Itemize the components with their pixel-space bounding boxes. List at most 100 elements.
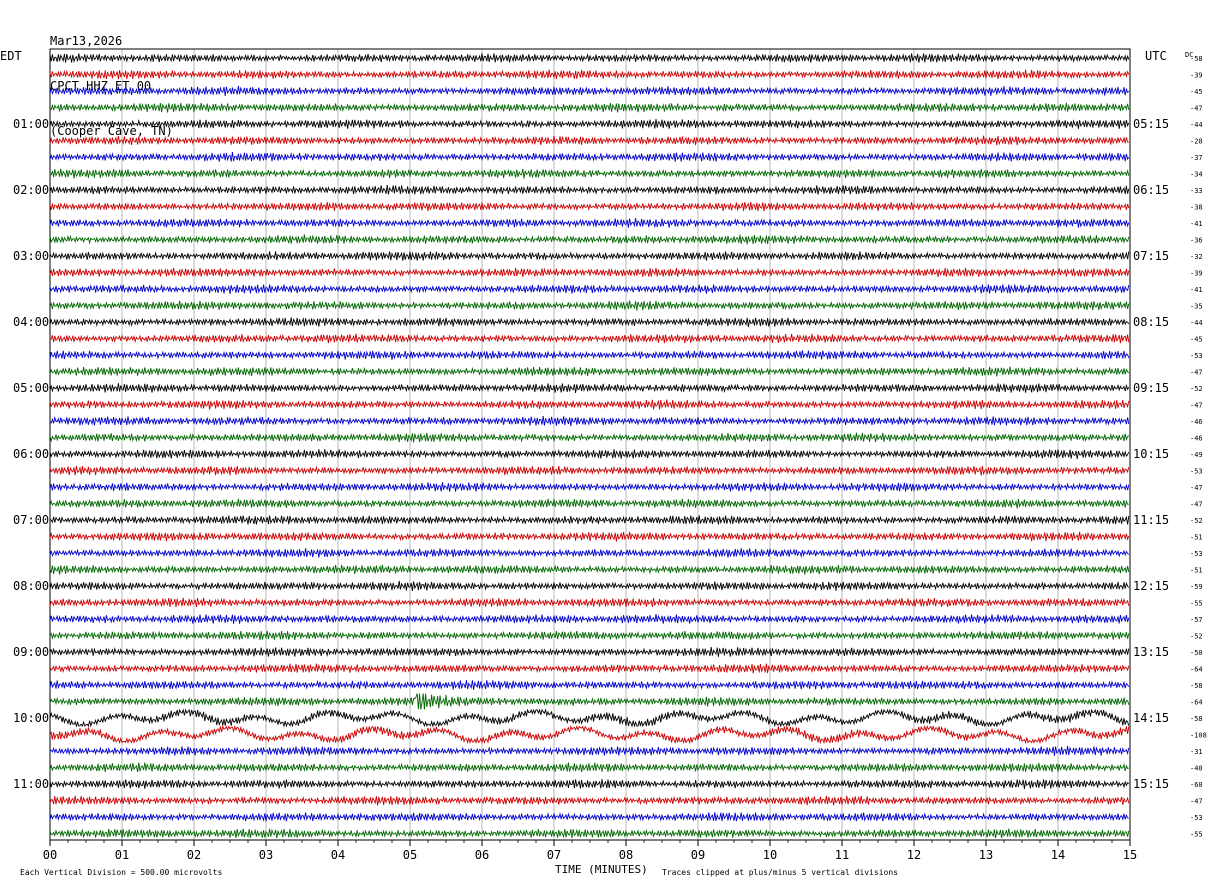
dc-offset-value: -34 [1190,171,1203,179]
right-hour-label: 14:15 [1133,711,1169,725]
seismic-trace [49,564,1130,575]
dc-offset-value: -58 [1190,682,1203,690]
left-hour-label: 11:00 [13,777,49,791]
seismic-trace [49,795,1130,806]
seismic-trace [49,69,1130,80]
seismic-trace [49,614,1130,624]
right-hour-label: 11:15 [1133,513,1169,527]
x-tick-label: 05 [403,848,417,862]
seismic-trace [49,724,1130,745]
seismic-trace [49,465,1130,476]
dc-offset-value: -45 [1190,336,1203,344]
seismic-trace [49,663,1130,674]
left-hour-label: 10:00 [13,711,49,725]
seismic-trace [49,399,1130,410]
x-tick-label: 00 [43,848,57,862]
seismic-trace [49,350,1130,360]
x-tick-label: 04 [331,848,345,862]
dc-offset-value: -53 [1190,814,1203,822]
x-tick-label: 10 [763,848,777,862]
x-tick-label: 13 [979,848,993,862]
dc-offset-value: -41 [1190,220,1203,228]
dc-offset-value: -52 [1190,385,1203,393]
dc-offset-value: -60 [1190,781,1203,789]
dc-offset-value: -46 [1190,435,1203,443]
seismic-trace [49,317,1130,328]
dc-offset-value: -64 [1190,666,1203,674]
seismic-trace [49,548,1130,558]
seismic-trace [49,366,1130,377]
left-hour-label: 01:00 [13,117,49,131]
seismic-trace [49,812,1129,822]
x-tick-label: 15 [1123,848,1137,862]
right-hour-label: 13:15 [1133,645,1169,659]
right-hour-label: 07:15 [1133,249,1169,263]
dc-offset-value: -39 [1190,72,1203,80]
label-group: 00 01 02 03 04 05 06 07 08 09 10 11 12 13 14 15 -58 -39 -4… [13,55,1207,862]
dc-offset-value: -45 [1190,88,1203,96]
header-location: (Cooper Cave, TN) [50,124,173,138]
seismic-trace [49,432,1130,443]
dc-offset-value: -52 [1190,517,1203,525]
dc-offset-value: -44 [1190,319,1203,327]
dc-offset-value: -49 [1190,451,1203,459]
dc-offset-value: -55 [1190,600,1203,608]
left-hour-label: 09:00 [13,645,49,659]
dc-offset-value: -38 [1190,204,1203,212]
trace-group [49,53,1130,839]
x-tick-label: 11 [835,848,849,862]
right-hour-label: 09:15 [1133,381,1169,395]
seismic-trace [49,693,1130,710]
right-timezone-label: UTC [1145,49,1167,63]
left-hour-label: 08:00 [13,579,49,593]
seismic-trace [49,333,1130,344]
dc-offset-value: -57 [1190,616,1203,624]
dc-offset-value: -35 [1190,303,1203,311]
x-tick-label: 03 [259,848,273,862]
seismic-trace [49,251,1130,261]
dc-offset-value: -41 [1190,286,1203,294]
dc-offset-value: -108 [1190,732,1207,740]
dc-offset-value: -32 [1190,253,1203,261]
dc-offset-value: -51 [1190,534,1203,542]
dc-offset-value: -64 [1190,699,1203,707]
dc-offset-value: -47 [1190,369,1203,377]
dc-offset-value: -37 [1190,154,1203,162]
dc-offset-value: -28 [1190,138,1203,146]
dc-offset-value: -53 [1190,468,1203,476]
seismic-trace [49,828,1130,839]
seismic-trace [49,597,1130,608]
left-timezone-label: EDT [0,49,22,63]
dc-offset-value: -47 [1190,484,1203,492]
seismic-trace [49,708,1130,728]
right-hour-label: 10:15 [1133,447,1169,461]
seismic-trace [49,482,1130,492]
seismic-trace [49,185,1130,195]
dc-offset-value: -47 [1190,501,1203,509]
dc-offset-value: -53 [1190,550,1203,558]
seismic-trace [49,647,1130,657]
right-hour-label: 08:15 [1133,315,1169,329]
seismic-trace [49,630,1130,641]
left-hour-label: 04:00 [13,315,49,329]
x-tick-label: 14 [1051,848,1065,862]
seismic-trace [49,762,1129,773]
dc-offset-value: -44 [1190,121,1203,129]
seismic-trace [49,449,1130,459]
x-tick-label: 12 [907,848,921,862]
dc-offset-value: -47 [1190,798,1203,806]
seismic-trace [49,415,1130,426]
header-date: Mar13,2026 [50,34,123,48]
left-hour-label: 03:00 [13,249,49,263]
dc-offset-value: -39 [1190,270,1203,278]
seismic-trace [49,284,1130,294]
seismic-trace [49,679,1130,690]
dc-offset-value: -31 [1190,748,1203,756]
dc-offset-value: -58 [1190,715,1203,723]
x-tick-label: 02 [187,848,201,862]
dc-offset-value: -55 [1190,831,1203,839]
seismic-trace [49,53,1130,63]
dc-offset-value: -51 [1190,567,1203,575]
seismic-trace [49,531,1130,542]
